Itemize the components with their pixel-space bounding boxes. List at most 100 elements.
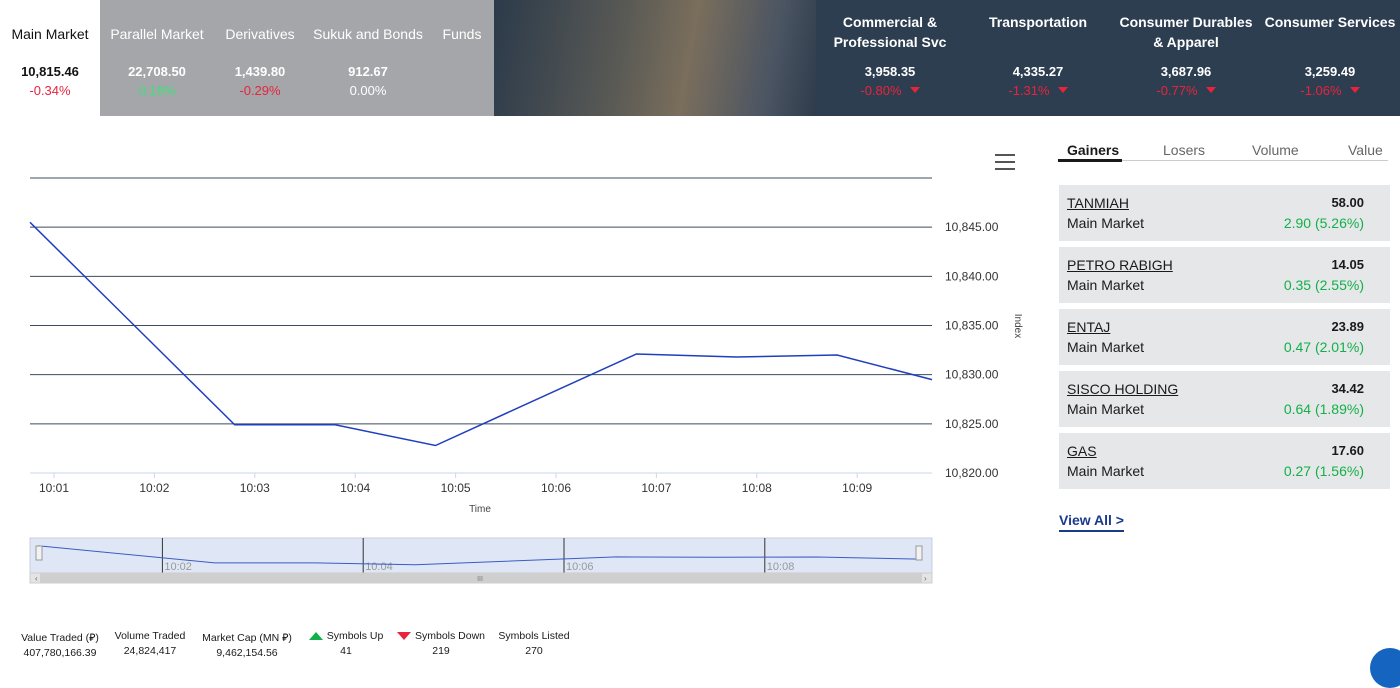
- navigator-left-handle[interactable]: [35, 545, 43, 561]
- market-name: Funds: [442, 26, 482, 42]
- gainer-change: 0.64 (1.89%): [1283, 401, 1364, 417]
- market-name: Parallel Market: [110, 26, 204, 42]
- navigator-label: 10:04: [365, 561, 393, 573]
- navigator-right-handle[interactable]: [915, 545, 923, 561]
- navigator-scrollbar-thumb[interactable]: [40, 573, 922, 583]
- movers-tabs: Gainers Losers Volume Value: [1058, 140, 1388, 162]
- stat-market-cap: Market Cap (MN ⃁) 9,462,154.56: [196, 630, 298, 659]
- x-axis-ticks: 10:01 10:02 10:03 10:04 10:05 10:06 10:07 10:08…: [39, 473, 873, 495]
- gainer-symbol[interactable]: SISCO HOLDING: [1067, 381, 1179, 397]
- market-stats-bar: Value Traded (⃁) 407,780,166.39 Volume T…: [0, 630, 1400, 669]
- tab-gainers[interactable]: Gainers: [1067, 142, 1120, 158]
- gainer-card[interactable]: TANMIAH Main Market 58.00 2.90 (5.26%): [1059, 185, 1390, 241]
- arrow-down-icon: [1057, 87, 1068, 93]
- y-tick-label: 10,840.00: [945, 269, 999, 283]
- stat-label: Volume Traded: [114, 630, 186, 642]
- gainer-change: 0.27 (1.56%): [1283, 463, 1364, 479]
- market-change: 0.18%: [138, 83, 176, 98]
- tab-value[interactable]: Value: [1348, 142, 1383, 158]
- market-change: -0.29%: [239, 83, 281, 98]
- sector-change: -1.06%: [1260, 83, 1400, 98]
- y-axis-ticks: 10,845.00 10,840.00 10,835.00 10,830.00 10,8…: [945, 220, 999, 480]
- tab-main-market[interactable]: Main Market 10,815.46 -0.34%: [0, 0, 100, 116]
- navigator-label: 10:08: [767, 561, 795, 573]
- market-value: 22,708.50: [128, 64, 186, 79]
- scroll-grip-icon: III: [477, 576, 483, 583]
- gainer-card[interactable]: ENTAJ Main Market 23.89 0.47 (2.01%): [1059, 309, 1390, 365]
- triangle-up-icon: [308, 632, 323, 640]
- sector-value: 4,335.27: [1012, 64, 1064, 79]
- x-tick-label: 10:09: [842, 481, 872, 495]
- market-value: 10,815.46: [21, 64, 79, 79]
- stat-value: 24,824,417: [123, 645, 177, 657]
- sector-value: 3,687.96: [1160, 64, 1212, 79]
- sector-name: Consumer Durables & Apparel: [1119, 14, 1253, 50]
- banner-image: [494, 0, 816, 116]
- x-tick-label: 10:02: [139, 481, 169, 495]
- sector-commercial[interactable]: Commercial & Professional Svc 3,958.35 -0…: [816, 0, 964, 116]
- index-series-line: [29, 221, 933, 447]
- market-index-bar: Main Market 10,815.46 -0.34% Parallel Ma…: [0, 0, 1400, 116]
- y-tick-label: 10,820.00: [945, 466, 999, 480]
- gainer-market: Main Market: [1067, 215, 1145, 231]
- stat-value: 270: [525, 645, 543, 657]
- gainer-change: 2.90 (5.26%): [1283, 215, 1364, 231]
- market-name: Derivatives: [225, 26, 295, 42]
- x-tick-label: 10:01: [39, 481, 69, 495]
- scroll-left-arrow-icon[interactable]: ‹: [35, 574, 38, 583]
- arrow-down-icon: [1205, 87, 1216, 93]
- gainer-change: 0.47 (2.01%): [1283, 339, 1364, 355]
- gainer-price: 17.60: [1331, 443, 1364, 458]
- x-tick-label: 10:06: [541, 481, 571, 495]
- gainer-card[interactable]: PETRO RABIGH Main Market 14.05 0.35 (2.5…: [1059, 247, 1390, 303]
- gainer-price: 14.05: [1331, 257, 1364, 272]
- view-all-link[interactable]: View All >: [1059, 512, 1124, 532]
- sector-change: -0.77%: [1112, 83, 1260, 98]
- gainer-market: Main Market: [1067, 277, 1145, 293]
- sector-name: Commercial & Professional Svc: [833, 14, 947, 50]
- market-name: Main Market: [11, 26, 89, 42]
- stat-label: Symbols Up: [306, 630, 386, 642]
- gainer-symbol[interactable]: TANMIAH: [1067, 195, 1129, 211]
- gainer-card[interactable]: SISCO HOLDING Main Market 34.42 0.64 (1.…: [1059, 371, 1390, 427]
- tab-volume[interactable]: Volume: [1252, 142, 1299, 158]
- navigator-series-line: [37, 545, 921, 566]
- stat-label: Market Cap (MN ⃁): [202, 632, 292, 644]
- gainer-symbol[interactable]: PETRO RABIGH: [1067, 257, 1173, 273]
- gainer-price: 58.00: [1331, 195, 1364, 210]
- arrow-down-icon: [1349, 87, 1360, 93]
- sector-value: 3,259.49: [1304, 64, 1356, 79]
- stat-symbols-up: Symbols Up 41: [306, 630, 386, 657]
- stat-label: Symbols Down: [394, 630, 488, 642]
- gainer-symbol[interactable]: ENTAJ: [1067, 319, 1111, 335]
- stat-value-traded: Value Traded (⃁) 407,780,166.39: [18, 630, 102, 659]
- tab-losers[interactable]: Losers: [1163, 142, 1206, 158]
- sector-transportation[interactable]: Transportation 4,335.27 -1.31%: [964, 0, 1112, 116]
- stat-value: 407,780,166.39: [23, 647, 97, 659]
- sector-change: -0.80%: [816, 83, 964, 98]
- gainer-symbol[interactable]: GAS: [1067, 443, 1097, 459]
- gainer-change: 0.35 (2.55%): [1283, 277, 1364, 293]
- arrow-down-icon: [909, 87, 920, 93]
- scroll-right-arrow-icon[interactable]: ›: [924, 574, 927, 583]
- chat-bubble-icon[interactable]: [1370, 648, 1400, 688]
- tab-derivatives[interactable]: Derivatives 1,439.80 -0.29%: [214, 0, 306, 116]
- tab-funds[interactable]: Funds: [430, 0, 494, 116]
- sector-consumer-durables[interactable]: Consumer Durables & Apparel 3,687.96 -0.7…: [1112, 0, 1260, 116]
- stat-label: Value Traded (⃁): [21, 632, 99, 644]
- x-tick-label: 10:03: [240, 481, 270, 495]
- chart-menu-icon[interactable]: [995, 154, 1015, 170]
- stat-value: 9,462,154.56: [216, 647, 278, 659]
- gainer-price: 23.89: [1331, 319, 1364, 334]
- sector-name: Transportation: [988, 14, 1087, 30]
- sector-name: Consumer Services: [1264, 14, 1396, 30]
- tab-sukuk-bonds[interactable]: Sukuk and Bonds 912.67 0.00%: [306, 0, 430, 116]
- navigator-label: 10:02: [164, 561, 192, 573]
- sector-consumer-services[interactable]: Consumer Services 3,259.49 -1.06%: [1260, 0, 1400, 116]
- market-value: 1,439.80: [234, 64, 286, 79]
- stat-symbols-listed: Symbols Listed 270: [496, 630, 572, 657]
- gainer-card[interactable]: GAS Main Market 17.60 0.27 (1.56%): [1059, 433, 1390, 489]
- y-tick-label: 10,825.00: [945, 417, 999, 431]
- stat-symbols-down: Symbols Down 219: [394, 630, 488, 657]
- tab-parallel-market[interactable]: Parallel Market 22,708.50 0.18%: [100, 0, 214, 116]
